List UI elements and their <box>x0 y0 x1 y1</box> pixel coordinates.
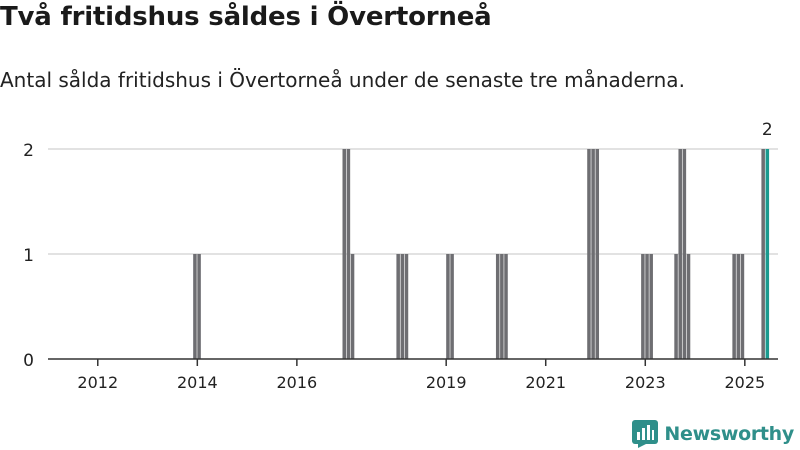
x-tick-label: 2019 <box>426 373 467 392</box>
bar <box>450 254 454 359</box>
bar <box>736 254 741 359</box>
chart-title: Två fritidshus såldes i Övertorneå <box>0 2 492 32</box>
bar <box>682 149 687 359</box>
x-tick-label: 2021 <box>525 373 566 392</box>
bar <box>740 254 745 359</box>
bar <box>686 254 691 359</box>
x-tick-label: 2014 <box>177 373 218 392</box>
bar <box>641 254 645 359</box>
x-tick-label: 2016 <box>277 373 318 392</box>
bar <box>350 254 355 359</box>
y-tick-label: 1 <box>23 246 34 266</box>
chart-subtitle: Antal sålda fritidshus i Övertorneå unde… <box>0 68 685 92</box>
bar <box>645 254 649 359</box>
bar <box>197 254 201 359</box>
bar <box>193 254 197 359</box>
bar <box>396 254 400 359</box>
bar <box>595 149 600 359</box>
bar <box>400 254 405 359</box>
bar <box>678 149 682 359</box>
newsworthy-logo-icon <box>632 420 659 448</box>
bar <box>591 149 595 359</box>
bar <box>761 149 765 359</box>
bar <box>342 149 347 359</box>
bar <box>674 254 678 359</box>
bar <box>504 254 508 359</box>
bar <box>495 254 500 359</box>
x-tick-label: 2025 <box>724 373 765 392</box>
x-tick-label: 2023 <box>625 373 666 392</box>
y-tick-label: 0 <box>23 351 34 371</box>
bar <box>404 254 409 359</box>
bar <box>500 254 504 359</box>
brand-name: Newsworthy <box>664 423 794 445</box>
y-tick-label: 2 <box>23 141 34 161</box>
bar <box>587 149 591 359</box>
bar <box>346 149 351 359</box>
bar <box>446 254 450 359</box>
bar <box>765 149 770 359</box>
bar <box>732 254 736 359</box>
x-tick-label: 2012 <box>77 373 118 392</box>
newsworthy-brand[interactable]: Newsworthy <box>632 419 794 449</box>
bar <box>649 254 653 359</box>
highlight-value-label: 2 <box>762 120 773 140</box>
bar-chart: 0 1 2 2012 2014 2016 2019 2021 2023 2025 2 <box>23 120 778 392</box>
